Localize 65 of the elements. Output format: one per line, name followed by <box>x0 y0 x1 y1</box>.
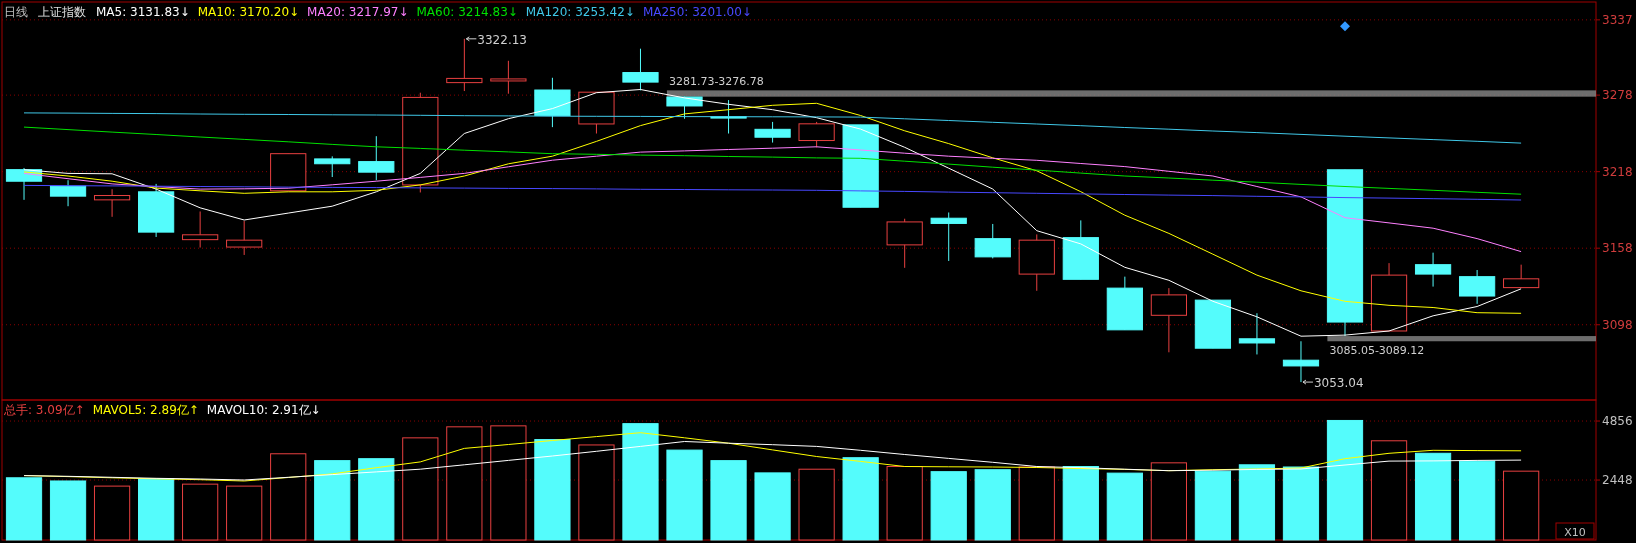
legend: MA5: 3131.83↓ <box>96 5 190 19</box>
bar <box>710 460 747 541</box>
candlestick <box>490 60 527 95</box>
bar <box>1062 466 1099 541</box>
band-label: 3281.73-3276.78 <box>668 75 764 89</box>
candlestick <box>226 220 263 256</box>
tick: 2448 <box>1602 473 1633 488</box>
legend: MAVOL5: 2.89亿↑ <box>92 403 199 417</box>
bar <box>1018 466 1055 541</box>
bar <box>490 425 527 541</box>
bar <box>974 469 1011 541</box>
annotation: 3322.13 <box>477 32 527 47</box>
legend: MA120: 3253.42↓ <box>525 5 635 19</box>
bar <box>754 472 791 541</box>
bar <box>446 426 483 541</box>
legend: MA10: 3170.20↓ <box>197 5 300 19</box>
bar <box>798 468 835 541</box>
tick: 3098 <box>1602 317 1633 332</box>
bar <box>1503 470 1540 541</box>
bar <box>270 453 307 541</box>
note: X10 <box>1564 526 1586 539</box>
legend: MA60: 3214.83↓ <box>416 5 518 19</box>
tick: 3278 <box>1602 88 1633 103</box>
bar <box>666 449 703 541</box>
bar <box>1194 470 1232 541</box>
bar <box>1459 460 1496 541</box>
bar <box>842 457 879 541</box>
bar <box>402 437 439 541</box>
bar <box>314 460 351 541</box>
tick: 3218 <box>1602 164 1633 179</box>
band-label: 3085.05-3089.12 <box>1329 344 1425 358</box>
subtitle: 上证指数 <box>38 5 86 19</box>
bar <box>1106 472 1143 541</box>
legend: MA20: 3217.97↓ <box>307 5 409 19</box>
bar <box>182 483 219 541</box>
bar <box>49 480 87 541</box>
bar <box>5 477 43 541</box>
bar <box>1414 452 1452 541</box>
bar <box>226 485 263 541</box>
legend: 总手: 3.09亿↑ <box>4 403 85 417</box>
bar <box>1326 419 1364 541</box>
candlestick <box>314 155 351 178</box>
bar <box>93 485 131 541</box>
tick: 3337 <box>1602 12 1633 27</box>
tick: 3158 <box>1602 241 1633 256</box>
candlestick <box>1238 312 1276 355</box>
bar <box>1370 440 1408 541</box>
bar <box>1238 464 1276 541</box>
candlestick <box>182 210 219 249</box>
bar <box>578 444 615 541</box>
candlestick <box>930 211 967 262</box>
bar <box>358 458 395 541</box>
bar <box>1150 462 1187 541</box>
annotation: 3053.04 <box>1314 376 1364 391</box>
bar <box>886 466 923 541</box>
title: 日线 <box>4 5 28 19</box>
bar <box>622 423 659 541</box>
legend: MA250: 3201.00↓ <box>642 5 752 19</box>
legend: MAVOL10: 2.91亿↓ <box>206 403 321 417</box>
tick: 4856 <box>1602 414 1633 429</box>
bar <box>1282 466 1320 541</box>
bar <box>534 439 571 541</box>
bar <box>138 478 175 541</box>
bar <box>930 471 967 541</box>
candlestick <box>93 188 131 218</box>
